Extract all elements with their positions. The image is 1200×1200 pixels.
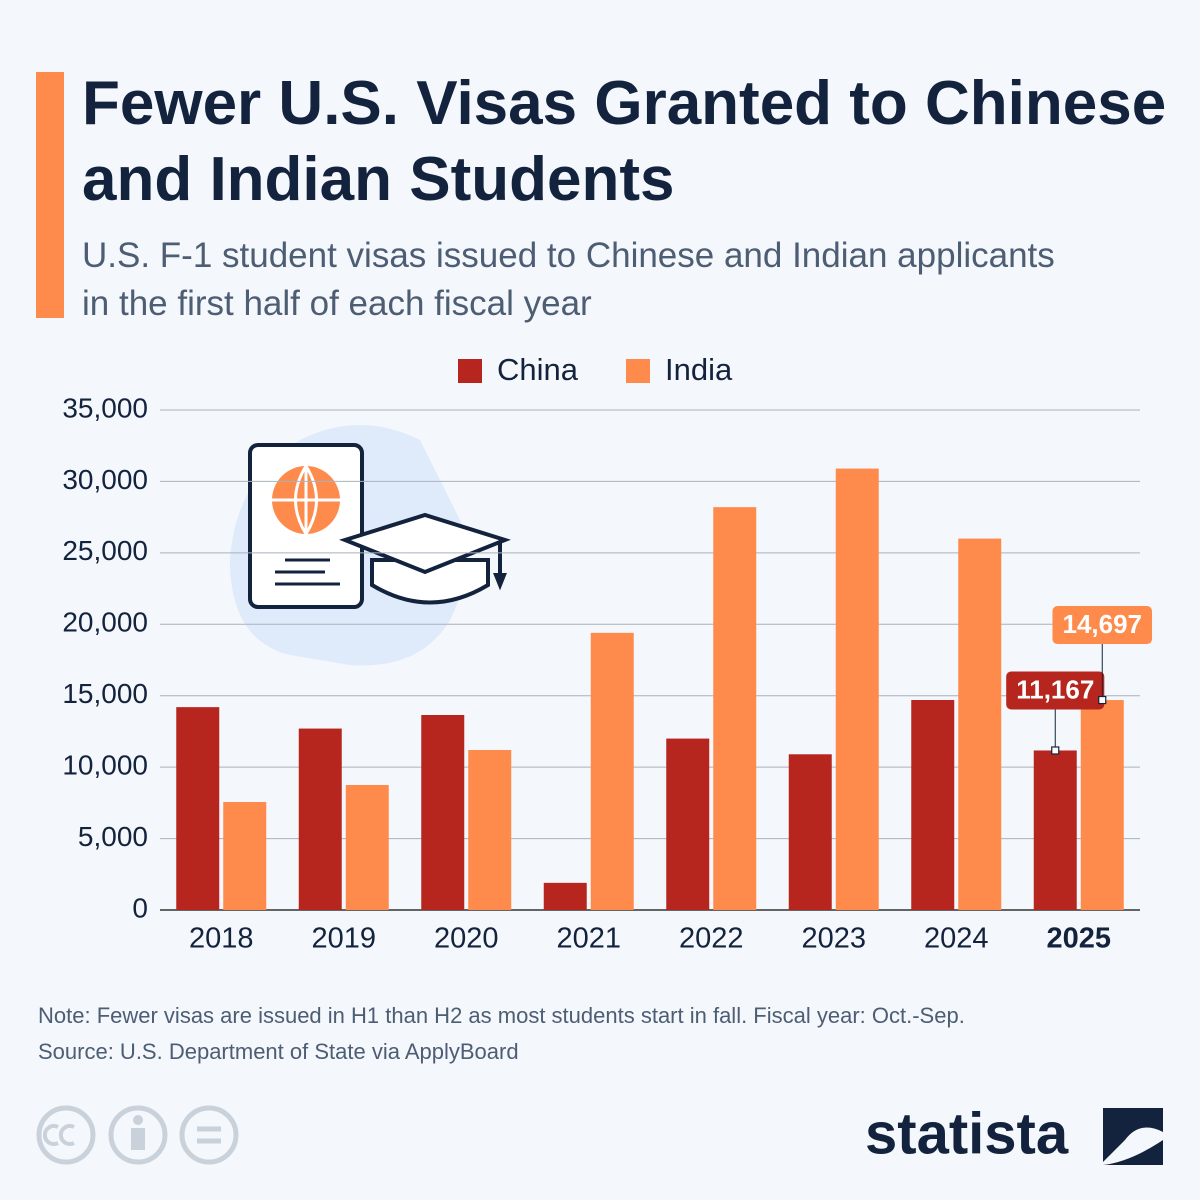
y-tick-label: 10,000	[62, 750, 148, 781]
legend-swatch	[626, 359, 650, 383]
icon-cc	[36, 1105, 96, 1165]
bar	[468, 750, 512, 910]
bar	[911, 700, 955, 910]
bar	[176, 707, 220, 910]
bar	[835, 468, 879, 910]
y-tick-label: 30,000	[62, 464, 148, 495]
globe-lines	[272, 465, 340, 535]
icon-by-head	[133, 1115, 143, 1125]
chart-subtitle: U.S. F-1 student visas issued to Chinese…	[82, 236, 1055, 323]
cap-tassel	[493, 542, 507, 591]
bar	[223, 802, 267, 910]
bar	[713, 507, 757, 910]
x-tick-label: 2020	[434, 923, 499, 955]
label-box	[1052, 606, 1153, 645]
y-tick-label: 25,000	[62, 535, 148, 566]
data-label: 14,697	[1062, 609, 1142, 639]
x-tick-label: 2023	[801, 923, 866, 955]
x-tick-label: 2022	[679, 923, 744, 955]
leader-dot	[1051, 746, 1060, 755]
x-tick-label: 2021	[556, 923, 621, 955]
value-label: 14,697	[1052, 606, 1153, 705]
bar	[666, 738, 710, 910]
y-tick-label: 20,000	[62, 607, 148, 638]
label-box	[1006, 671, 1105, 710]
x-tick-label: 2019	[311, 923, 376, 955]
data-label: 11,167	[1016, 674, 1094, 704]
y-tick-label: 15,000	[62, 678, 148, 709]
source: Source: U.S. Department of State via App…	[38, 1039, 519, 1064]
y-tick-label: 35,000	[62, 392, 148, 423]
bar	[788, 754, 832, 910]
bar	[345, 785, 389, 910]
cap-top	[339, 512, 511, 575]
license-icons	[36, 1105, 239, 1165]
passport-lines	[275, 558, 340, 586]
logo-mark	[1103, 1108, 1163, 1165]
icon-nd	[179, 1105, 239, 1165]
bar	[1080, 700, 1124, 910]
chart-title: Fewer U.S. Visas Granted to Chinese and …	[82, 69, 1167, 214]
legend-label: China	[497, 352, 579, 387]
icon-nd-mark	[197, 1126, 221, 1144]
icon-by-body	[131, 1128, 145, 1150]
y-tick-label: 5,000	[78, 821, 148, 852]
legend-swatch	[458, 359, 482, 383]
note: Note: Fewer visas are issued in H1 than …	[38, 1003, 965, 1028]
x-tick-label: 2025	[1046, 923, 1111, 955]
x-tick-label: 2024	[924, 923, 989, 955]
accent-bar	[36, 72, 64, 318]
legend-label: India	[665, 352, 733, 387]
bar	[543, 882, 587, 910]
bar	[958, 538, 1002, 910]
icon-by	[108, 1105, 168, 1165]
bar	[1033, 750, 1077, 910]
leader-dot	[1098, 695, 1107, 705]
logo: statista	[865, 1101, 1069, 1166]
bar	[590, 632, 634, 910]
bar	[421, 715, 465, 910]
y-tick-label: 0	[132, 892, 148, 923]
illustration	[230, 425, 511, 666]
value-label: 11,167	[1006, 671, 1105, 755]
icon-cc-mark	[42, 1124, 75, 1146]
x-tick-label: 2018	[189, 923, 254, 955]
cap-base	[370, 558, 490, 605]
bar	[298, 728, 342, 910]
